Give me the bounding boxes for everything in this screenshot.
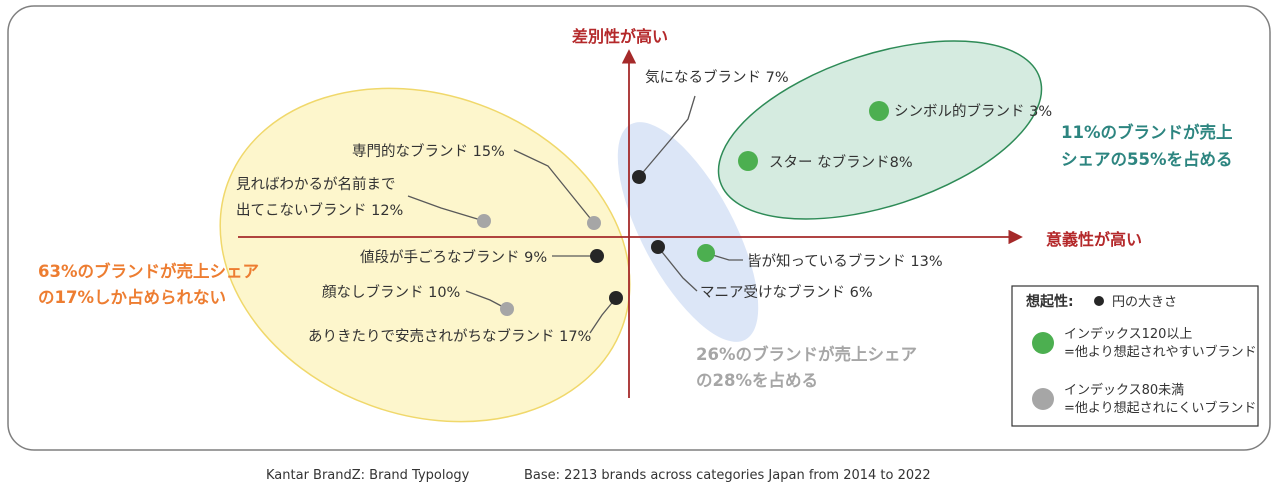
- label-nedan: 値段が手ごろなブランド 9%: [360, 248, 547, 266]
- leader-arikitari: [589, 297, 617, 334]
- legend-gray-line1: インデックス80未満: [1064, 382, 1184, 398]
- dot-star: [738, 151, 758, 171]
- label-arikitari: ありきたりで安売されがちなブランド 17%: [308, 327, 591, 345]
- leader-mireba: [407, 195, 485, 222]
- x-axis-label: 意義性が高い: [1046, 230, 1142, 249]
- dot-nedan: [590, 249, 604, 263]
- legend-size-dot: [1094, 296, 1104, 306]
- dot-minagashitte: [697, 244, 715, 262]
- leader-senmon: [513, 149, 595, 224]
- footer-source: Kantar BrandZ: Brand Typology: [266, 468, 470, 483]
- dot-symbol: [869, 101, 889, 121]
- legend-green-line1: インデックス120以上: [1064, 326, 1192, 342]
- dot-senmon: [587, 216, 601, 230]
- legend-size-note: 円の大きさ: [1112, 295, 1177, 310]
- legend-title: 想起性:: [1025, 293, 1074, 310]
- dot-mania: [651, 240, 665, 254]
- dot-kininaru: [632, 170, 646, 184]
- callout-green-line2: シェアの55%を占める: [1061, 149, 1233, 169]
- y-axis-label: 差別性が高い: [572, 27, 668, 46]
- footer-base: Base: 2213 brands across categories Japa…: [524, 468, 931, 483]
- ellipse-green-cluster: [717, 40, 1043, 220]
- dot-kaonashi: [500, 302, 514, 316]
- callout-orange-line2: の17%しか占められない: [38, 287, 226, 307]
- label-kininaru: 気になるブランド 7%: [645, 68, 789, 86]
- ellipse-blue-cluster: [617, 122, 759, 342]
- callout-blue-line2: の28%を占める: [696, 370, 818, 390]
- label-minagashitte: 皆が知っているブランド 13%: [747, 252, 943, 270]
- label-kaonashi: 顔なしブランド 10%: [322, 283, 460, 301]
- label-mania: マニア受けなブランド 6%: [700, 283, 873, 301]
- ellipse-yellow-cluster: [219, 87, 631, 423]
- legend-gray-dot: [1032, 388, 1054, 410]
- callout-orange-line1: 63%のブランドが売上シェア: [38, 261, 259, 281]
- leader-kininaru: [638, 95, 696, 178]
- label-senmon: 専門的なブランド 15%: [352, 142, 505, 160]
- legend-green-line2: =他より想起されやすいブランド: [1064, 344, 1257, 360]
- dot-arikitari: [609, 291, 623, 305]
- label-mireba-line1: 見ればわかるが名前まで: [236, 176, 396, 193]
- leader-mania: [657, 246, 698, 292]
- dot-mireba: [477, 214, 491, 228]
- label-symbol: シンボル的ブランド 3%: [894, 102, 1052, 120]
- legend-gray-line2: =他より想起されにくいブランド: [1064, 400, 1256, 416]
- callout-blue-line1: 26%のブランドが売上シェア: [696, 344, 917, 364]
- label-mireba-line2: 出てこないブランド 12%: [236, 201, 403, 219]
- callout-green-line1: 11%のブランドが売上: [1061, 122, 1233, 142]
- legend-green-dot: [1032, 332, 1054, 354]
- label-star: スター なブランド8%: [769, 153, 913, 171]
- legend: 想起性: 円の大きさ インデックス120以上 =他より想起されやすいブランド イ…: [1011, 285, 1259, 427]
